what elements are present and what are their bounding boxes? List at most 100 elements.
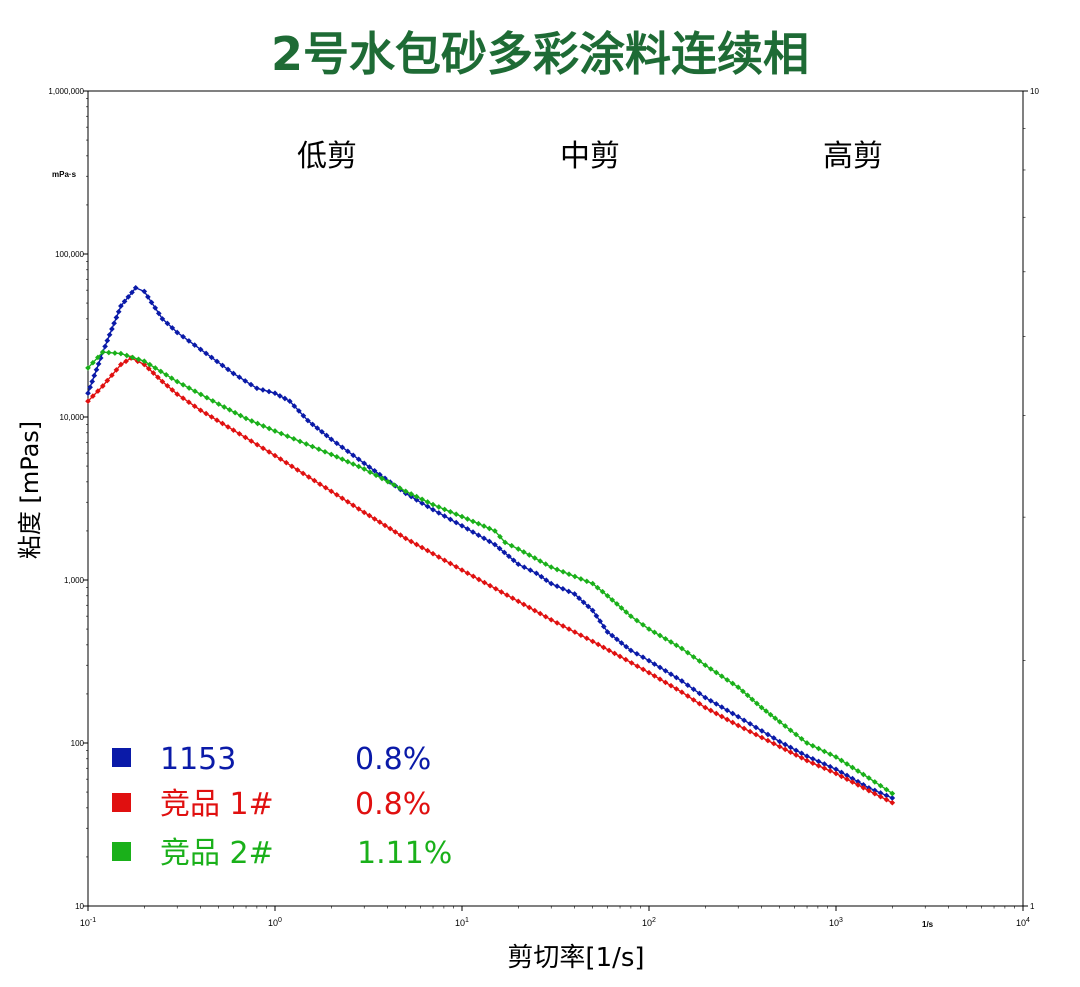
legend-series-name: 1153	[160, 742, 236, 777]
data-point	[798, 754, 805, 761]
data-point	[787, 744, 794, 751]
data-point	[640, 621, 646, 628]
data-point	[152, 365, 159, 371]
data-point	[668, 682, 674, 689]
y-tick-label: 1,000	[64, 576, 85, 585]
data-point	[367, 469, 373, 476]
data-point	[554, 583, 560, 590]
data-point	[509, 595, 516, 602]
data-point	[115, 308, 122, 315]
data-point	[328, 436, 335, 443]
data-point	[470, 518, 476, 525]
data-point	[464, 516, 471, 522]
data-point	[459, 567, 465, 573]
data-point	[402, 535, 409, 542]
data-point	[504, 592, 510, 598]
data-point	[441, 506, 448, 513]
data-point	[521, 564, 528, 571]
data-point	[729, 680, 736, 687]
data-point	[506, 553, 512, 560]
data-point	[855, 768, 861, 774]
data-point	[148, 299, 155, 306]
data-point	[787, 727, 794, 734]
data-point	[758, 704, 765, 711]
data-point	[793, 731, 799, 738]
data-point	[502, 539, 508, 546]
data-point	[174, 378, 181, 385]
data-point	[889, 790, 896, 797]
data-point	[121, 298, 128, 305]
data-point	[668, 639, 674, 645]
data-point	[640, 654, 646, 661]
data-point	[373, 472, 379, 479]
data-point	[155, 310, 162, 317]
data-point	[453, 511, 460, 518]
data-point	[844, 761, 850, 767]
data-point	[640, 666, 647, 673]
right-axis-tick-label: 1	[1030, 902, 1035, 911]
data-point	[651, 661, 658, 667]
data-point	[763, 708, 769, 714]
data-point	[617, 653, 623, 660]
data-point	[408, 491, 415, 497]
data-point	[237, 412, 244, 419]
data-point	[90, 393, 96, 399]
data-point	[604, 629, 611, 635]
data-point	[441, 557, 448, 564]
data-point	[236, 430, 243, 437]
data-point	[277, 393, 283, 399]
data-point	[844, 776, 850, 783]
data-point	[749, 696, 756, 703]
data-point	[266, 425, 273, 432]
data-point	[481, 523, 487, 529]
data-point	[821, 748, 828, 755]
data-point	[290, 435, 297, 442]
data-point	[679, 678, 685, 684]
data-point	[571, 591, 578, 597]
plot-area	[87, 90, 1024, 907]
data-point	[753, 724, 759, 731]
data-point	[344, 498, 351, 505]
data-point	[260, 445, 266, 452]
data-point	[740, 688, 746, 695]
legend-swatch	[112, 793, 131, 812]
data-point	[192, 388, 198, 395]
data-point	[90, 359, 96, 366]
region-label: 低剪	[297, 139, 357, 174]
data-point	[566, 571, 572, 578]
data-point	[236, 374, 243, 381]
data-point	[542, 613, 549, 620]
data-point	[866, 787, 872, 794]
data-point	[447, 508, 454, 515]
data-point	[99, 349, 106, 355]
data-point	[804, 740, 810, 746]
data-point	[385, 478, 391, 485]
data-point	[397, 532, 404, 538]
data-point	[662, 635, 669, 642]
data-point	[391, 482, 397, 488]
y-tick-label: 1,000,000	[48, 87, 84, 96]
data-point	[186, 385, 192, 391]
data-point	[215, 401, 222, 407]
data-point	[169, 325, 176, 331]
data-point	[164, 382, 171, 389]
data-point	[554, 620, 560, 626]
data-point	[527, 567, 534, 574]
data-point	[646, 626, 652, 632]
data-point	[402, 488, 409, 495]
data-point	[159, 378, 166, 385]
data-point	[713, 701, 720, 707]
data-point	[877, 790, 884, 796]
data-point	[278, 430, 285, 437]
data-point	[765, 731, 771, 738]
data-point	[657, 632, 663, 639]
data-point	[284, 433, 291, 440]
data-point	[651, 629, 658, 636]
data-point	[614, 636, 620, 643]
data-point	[141, 361, 148, 368]
data-point	[129, 354, 136, 361]
data-point	[105, 349, 112, 356]
data-point	[604, 592, 611, 599]
data-point	[515, 598, 522, 605]
y-axis-ticks: 10 100 1,000 10,000 100,000 1,000,000	[48, 87, 88, 911]
